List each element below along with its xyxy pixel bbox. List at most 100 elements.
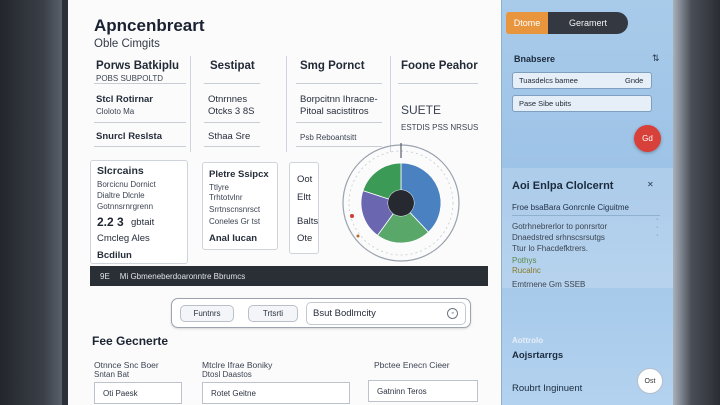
search-field[interactable]: Bsut Bodlmcity ◦ <box>306 302 466 325</box>
card-footer: Anal Iucan <box>209 233 258 244</box>
action-button[interactable]: Gd <box>634 125 661 152</box>
field-sublabel: Dtosl Daastos <box>202 370 252 379</box>
status-bar: 9E Mi Gbmeneberdoaronntre Bbrumcs <box>90 266 488 286</box>
field-label: Pbctee Enecn Cieer <box>374 360 450 370</box>
donut-chart <box>342 143 460 262</box>
column-subheading-1: POBS SUBPOLTD <box>96 74 163 83</box>
sidebar-panel: Aoi Enlpa Clolcernt ✕ Froe bsaBara Gonrc… <box>502 168 673 289</box>
scrollbar[interactable]: · · · <box>656 216 659 239</box>
divider <box>204 122 260 123</box>
column-heading-4[interactable]: Foone Peahor <box>401 60 478 72</box>
card-line: Srrtnscnsnrsct <box>209 205 261 214</box>
search-field-text: Bsut Bodlmcity <box>313 308 376 319</box>
cell-text: Borpcitnn Ihracne- <box>300 94 378 105</box>
clear-icon[interactable]: ◦ <box>447 308 458 319</box>
card-value: 2.2 3 <box>97 215 124 229</box>
cell-text: Psb Reboantsitt <box>300 133 357 142</box>
divider <box>296 122 382 123</box>
divider <box>94 83 186 84</box>
field-sublabel: Sntan Bat <box>94 370 130 379</box>
options-card: Oot Eltt Balts Ote <box>289 162 319 254</box>
sidebar-select[interactable]: Pase Sibe ubits <box>512 95 652 112</box>
panel-line: Rucalnc <box>512 266 541 275</box>
cell-text: Cloloto Ma <box>96 107 135 116</box>
summary-card: Slcrcains Borcicnu Dornict Dialtre Dlcnl… <box>90 160 188 264</box>
card-footer: Bcdilun <box>97 250 132 261</box>
text-field[interactable]: Oti Paesk <box>94 382 182 404</box>
panel-footer: Emtrnene Gm SSEB <box>512 280 586 289</box>
cell-text: Snurcl Reslsta <box>96 131 162 142</box>
card-title: Slcrcains <box>97 165 144 177</box>
panel-line: Gotrhnebrerlor to ponrsrtor <box>512 222 608 231</box>
monitor-bezel-left <box>0 0 62 405</box>
status-code: 9E <box>100 271 110 281</box>
panel-close-icon[interactable]: ✕ <box>647 180 654 189</box>
divider <box>94 146 186 147</box>
divider <box>94 122 186 123</box>
circle-button[interactable]: Ost <box>637 368 663 394</box>
option-item[interactable]: Ote <box>297 233 313 244</box>
main-panel: Apncenbreart Oble Cimgits Porws Batkiplu… <box>68 0 501 405</box>
sidebar-item[interactable]: Aojsrtarrgs <box>512 350 564 361</box>
column-heading-1[interactable]: Porws Batkiplu <box>96 60 180 72</box>
detail-card: Pletre Ssipcx Ttlyre Trhtotvlnr Srrtnscn… <box>202 162 278 250</box>
card-line: Gotnnsrnrgrenn <box>97 202 154 211</box>
sidebar-input-button[interactable]: Gnde <box>625 76 644 85</box>
card-value-label: gbtait <box>131 217 155 228</box>
chart-marker <box>356 234 360 238</box>
sidebar-input[interactable]: Tuasdelcs bamee Gnde <box>512 72 652 89</box>
card-line: Trhtotvlnr <box>209 193 243 202</box>
cell-text: Otcks 3 8S <box>208 106 255 117</box>
option-item[interactable]: Eltt <box>297 192 311 203</box>
option-item[interactable]: Balts <box>297 216 319 227</box>
page-title: Apncenbreart <box>94 16 205 35</box>
page-subtitle: Oble Cimgits <box>94 38 160 50</box>
sidebar: Dtome Geramert Bnabsere ⇅ Tuasdelcs bame… <box>501 0 673 405</box>
divider <box>204 146 260 147</box>
divider <box>390 56 391 152</box>
sidebar-input-text: Tuasdelcs bamee <box>519 76 578 85</box>
card-line: Borcicnu Dornict <box>97 180 156 189</box>
card-line: Ttlyre <box>209 183 229 192</box>
status-text: Mi Gbmeneberdoaronntre Bbrumcs <box>119 271 246 281</box>
tab-home[interactable]: Dtome <box>506 12 548 34</box>
monitor-bezel-right <box>672 0 720 405</box>
chart-tick-ring <box>348 150 454 256</box>
column-heading-2[interactable]: Sestipat <box>210 60 255 72</box>
sidebar-section-title: Bnabsere <box>514 54 556 64</box>
screen: Apncenbreart Oble Cimgits Porws Batkiplu… <box>68 0 673 405</box>
divider <box>296 83 382 84</box>
divider <box>296 146 382 147</box>
cell-text: Stcl Rotirnar <box>96 94 154 105</box>
cell-text: Otnrnnes <box>208 94 248 105</box>
divider <box>286 56 287 152</box>
section-title: Fee Gecnerte <box>92 334 169 348</box>
filter-button[interactable]: Funtnrs <box>180 305 234 322</box>
field-label: Otnnce Snc Boer <box>94 360 159 370</box>
cell-text: SUETE <box>401 103 442 117</box>
cell-text: Sthaa Sre <box>208 131 251 142</box>
text-field[interactable]: Rotet Geitne <box>202 382 350 404</box>
card-line: Coneles Gr tst <box>209 217 261 226</box>
tab-general[interactable]: Geramert <box>548 12 628 34</box>
card-footer: Cmcleg Ales <box>97 233 150 244</box>
field-label: Mtclre Ifrae Boniky <box>202 360 273 370</box>
filter-button[interactable]: Trtsrti <box>248 305 298 322</box>
divider <box>190 56 191 152</box>
column-heading-3[interactable]: Smg Pornct <box>300 60 365 72</box>
panel-line: Ttur lo Fhacdefktrers. <box>512 244 589 253</box>
sidebar-label: Roubrt Inginuent <box>512 383 583 394</box>
card-line: Dialtre Dlcnle <box>97 191 145 200</box>
cell-text: ESTDIS PSS NRSUS <box>401 123 479 132</box>
cell-text: Pitoal sacistitros <box>300 106 369 117</box>
expand-icon[interactable]: ⇅ <box>652 53 660 63</box>
panel-title: Aoi Enlpa Clolcernt <box>512 180 614 192</box>
panel-line: Pothys <box>512 256 537 265</box>
panel-subtitle: Froe bsaBara Gonrcnle Ciguitme <box>512 203 629 212</box>
panel-line: Dnaedstred srhnscsrsutgs <box>512 233 605 242</box>
divider <box>398 83 478 84</box>
divider <box>512 215 660 216</box>
text-field[interactable]: Gatninn Teros <box>368 380 478 402</box>
option-item[interactable]: Oot <box>297 174 313 185</box>
sidebar-tag: Aottrolo <box>512 336 544 345</box>
